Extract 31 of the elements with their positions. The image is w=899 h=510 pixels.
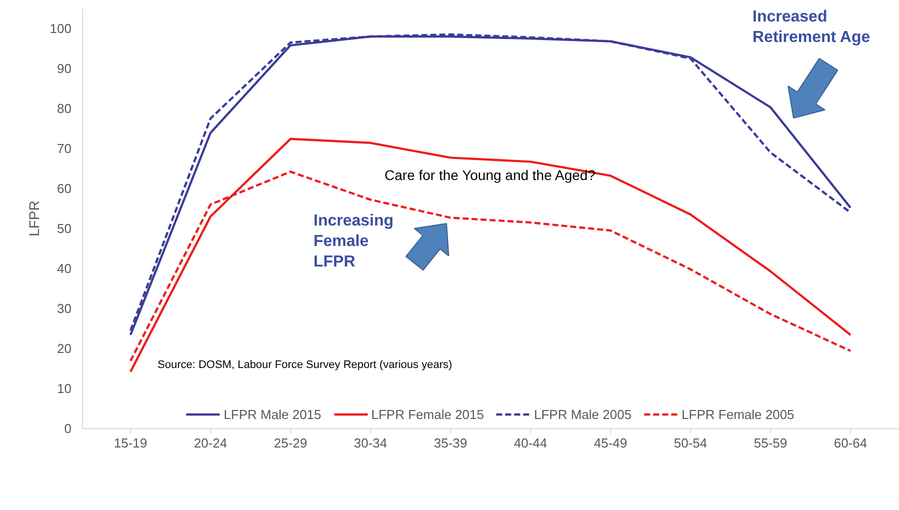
x-tick-label: 20-24 bbox=[194, 436, 228, 450]
legend-label: LFPR Male 2015 bbox=[224, 406, 322, 422]
y-tick-label: 70 bbox=[57, 141, 72, 156]
x-tick-label: 15-19 bbox=[114, 436, 148, 450]
annotation: Care for the Young and the Aged? bbox=[384, 166, 596, 183]
y-tick-label: 30 bbox=[57, 301, 72, 316]
y-tick-label: 20 bbox=[57, 341, 72, 356]
x-tick-label: 30-34 bbox=[354, 436, 388, 450]
annotation: Increased Retirement Age bbox=[752, 8, 870, 46]
annotation: Source: DOSM, Labour Force Survey Report (various years) bbox=[158, 358, 452, 371]
y-tick-label: 40 bbox=[57, 261, 72, 276]
x-tick-label: 55-59 bbox=[754, 436, 788, 450]
y-tick-label: 10 bbox=[57, 381, 72, 396]
x-tick-label: 50-54 bbox=[674, 436, 708, 450]
y-tick-label: 80 bbox=[57, 101, 72, 116]
x-tick-label: 25-29 bbox=[274, 436, 308, 450]
x-tick-label: 60-64 bbox=[834, 436, 868, 450]
y-tick-label: 90 bbox=[57, 61, 72, 76]
y-tick-label: 0 bbox=[64, 421, 72, 436]
legend-label: LFPR Female 2015 bbox=[371, 406, 484, 422]
y-tick-label: 60 bbox=[57, 181, 72, 196]
y-tick-label: 100 bbox=[50, 21, 72, 36]
x-tick-label: 45-49 bbox=[594, 436, 628, 450]
y-tick-label: 50 bbox=[57, 221, 72, 236]
legend-label: LFPR Female 2005 bbox=[682, 406, 794, 422]
legend-label: LFPR Male 2005 bbox=[534, 406, 632, 422]
x-tick-label: 35-39 bbox=[434, 436, 468, 450]
y-axis-title: LFPR bbox=[26, 200, 42, 236]
line-series bbox=[129, 138, 852, 373]
annotation: Increasing Female LFPR bbox=[314, 212, 394, 270]
x-tick-label: 40-44 bbox=[514, 436, 548, 450]
